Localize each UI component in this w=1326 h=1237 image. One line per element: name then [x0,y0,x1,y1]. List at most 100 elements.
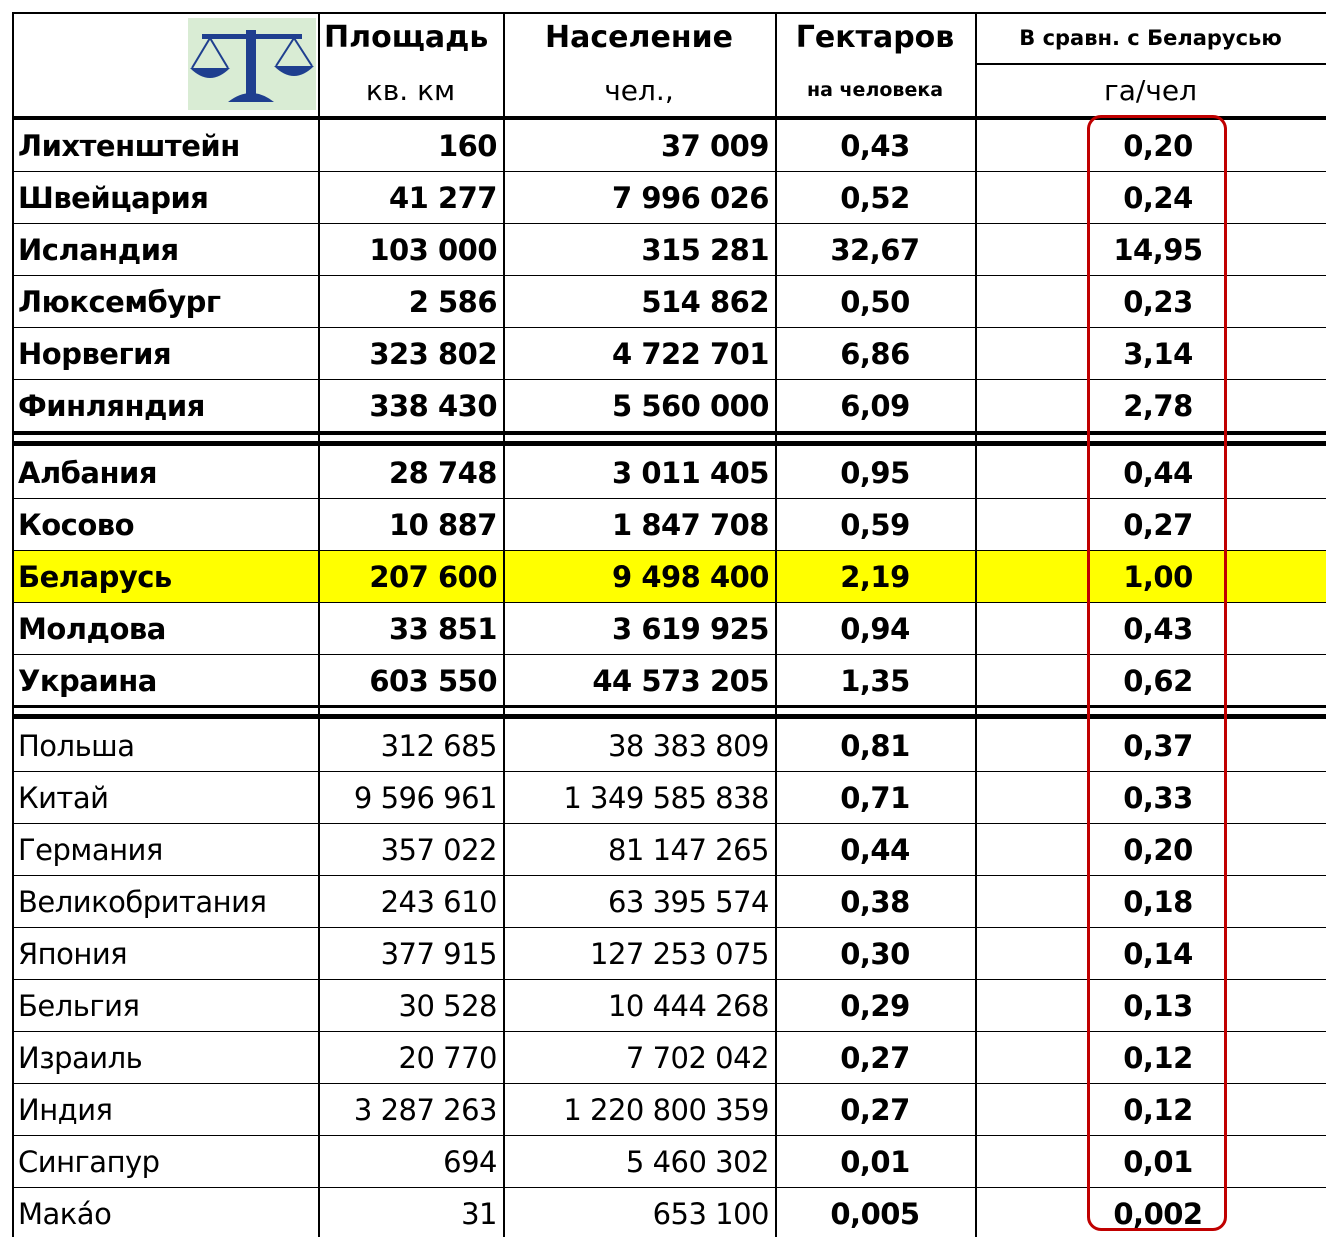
rule [12,1083,1326,1084]
cell: 81 147 265 [607,833,770,867]
cell: 0,01 [840,1145,910,1179]
cell: 207 600 [369,560,497,594]
cell: 0,71 [840,781,910,815]
cell: 0,01 [1123,1145,1193,1179]
rule [12,654,1326,655]
cell: 0,14 [1123,937,1193,971]
rule [12,550,1326,551]
cell: 603 550 [369,664,497,698]
cell: 41 277 [389,181,498,215]
cell: 3 287 263 [353,1093,498,1127]
cell: Макáо [18,1197,112,1231]
column-header: Площадь [324,20,489,55]
rule [12,771,1326,772]
cell: 0,43 [1123,612,1193,646]
cell: 312 685 [380,729,498,763]
cell: 323 802 [369,337,497,371]
cell: 0,27 [840,1093,910,1127]
cell: Украина [18,664,157,698]
rule [12,431,1326,432]
column-unit: кв. км [365,73,456,107]
cell: Норвегия [18,337,172,371]
cell: Сингапур [18,1145,160,1179]
cell: 0,62 [1123,664,1193,698]
cell: Молдова [18,612,166,646]
cell: 377 915 [380,937,498,971]
cell: Люксембург [18,285,221,319]
cell: 20 770 [398,1041,498,1075]
cell: 37 009 [661,129,770,163]
cell: 0,005 [830,1197,920,1231]
cell: 0,94 [840,612,910,646]
rule [12,116,1326,120]
cell: 694 [443,1145,497,1179]
red-outline [1087,115,1227,1231]
rule [12,432,1326,435]
cell: Израиль [18,1041,143,1075]
cell: 0,12 [1123,1041,1193,1075]
cell: 10 444 268 [607,989,770,1023]
cell: Китай [18,781,109,815]
rule [12,705,1326,708]
rule [12,602,1326,603]
cell: Польша [18,729,135,763]
cell: 0,23 [1123,285,1193,319]
cell: 1 847 708 [612,508,769,542]
cell: 0,18 [1123,885,1193,919]
cell: Косово [18,508,135,542]
cell: 0,30 [840,937,910,971]
cell: 30 528 [398,989,498,1023]
cell: Индия [18,1093,113,1127]
cell: 338 430 [369,389,497,423]
cell: 3 011 405 [612,456,769,490]
cell: 0,24 [1123,181,1193,215]
cell: 514 862 [641,285,769,319]
cell: 1,35 [840,664,910,698]
cell: 0,12 [1123,1093,1193,1127]
cell: 7 996 026 [612,181,769,215]
cell: 0,44 [840,833,910,867]
cell: 9 498 400 [612,560,769,594]
cell: 2,78 [1123,389,1193,423]
column-header: В сравн. с Беларусью [1019,25,1282,50]
cell: 0,38 [840,885,910,919]
column-header: Население [545,20,733,55]
cell: 3,14 [1123,337,1193,371]
cell: 0,43 [840,129,910,163]
column-header: Гектаров [795,20,955,55]
column-unit: на человека [806,79,944,101]
cell: 7 702 042 [625,1041,770,1075]
cell: 63 395 574 [607,885,770,919]
cell: Финляндия [18,389,205,423]
scales-icon [188,18,316,110]
rule [12,823,1326,824]
cell: 0,33 [1123,781,1193,815]
rule [12,12,1326,14]
cell: 32,67 [830,233,920,267]
cell: 2,19 [840,560,910,594]
cell: 31 [461,1197,497,1231]
cell: 0,52 [840,181,910,215]
rule [12,12,14,1237]
rule [975,12,977,1237]
cell: 3 619 925 [612,612,769,646]
cell: 5 560 000 [612,389,769,423]
cell: 243 610 [380,885,498,919]
column-unit: чел., [604,73,674,107]
cell: 0,27 [1123,508,1193,542]
cell: 0,81 [840,729,910,763]
cell: 103 000 [369,233,497,267]
cell: 0,20 [1123,833,1193,867]
rule [12,171,1326,172]
cell: 9 596 961 [353,781,498,815]
rule [12,1187,1326,1188]
cell: Германия [18,833,163,867]
cell: 0,59 [840,508,910,542]
cell: 6,86 [840,337,910,371]
cell: Албания [18,456,157,490]
cell: 5 460 302 [625,1145,770,1179]
rule [12,927,1326,928]
cell: 6,09 [840,389,910,423]
rule [12,1135,1326,1136]
cell: Бельгия [18,989,140,1023]
